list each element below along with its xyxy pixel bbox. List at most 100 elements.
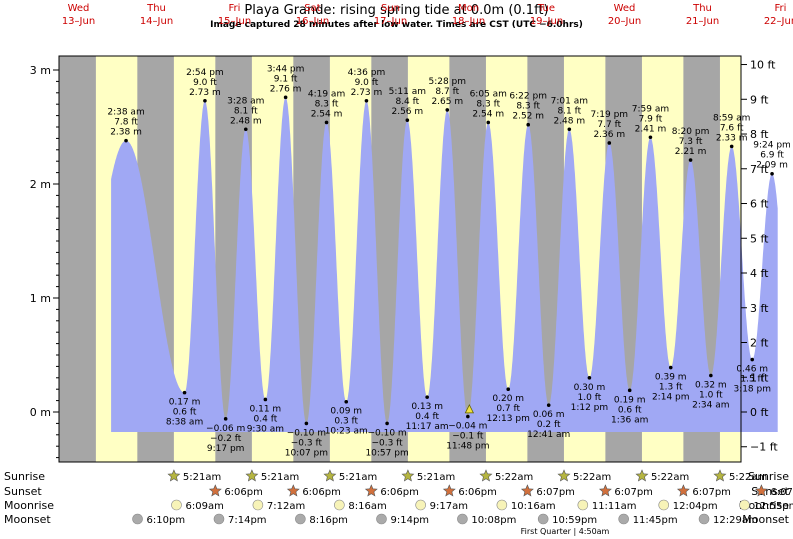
high-tide-feet: 8.3 ft [315,99,339,109]
low-tide-metres: 0.13 m [411,402,443,412]
low-tide-marker [668,365,673,370]
high-tide-time: 9:24 pm [753,141,791,151]
day-label: Thu [692,3,712,14]
date-label: 15–Jun [218,16,251,27]
event-time-label: 7:12am [267,501,305,512]
moonset-circle-icon [618,513,629,525]
event-time-label: 9:14pm [390,515,429,526]
low-tide-feet: 1.3 ft [659,383,683,393]
high-tide-time: 2:54 pm [186,68,224,78]
tide-curve [111,97,778,433]
low-tide-time: 10:57 pm [365,448,408,458]
low-tide-metres: 0.46 m [736,365,768,375]
event-time-label: 6:07pm [770,487,793,498]
high-tide-marker [364,98,369,103]
sunset-star-icon [286,484,300,497]
event-time-label: 6:06pm [224,487,263,498]
moonrise-circle-icon [739,499,750,511]
high-tide-metres: 2.41 m [635,124,667,134]
y-right-tick-label: 2 ft [750,337,769,350]
y-right-tick-label: 0 ft [750,406,769,419]
high-tide-time: 4:36 pm [348,68,386,78]
event-time-label: 5:21am [417,472,455,483]
high-tide-metres: 2.38 m [110,128,142,138]
moonset-circle-icon [698,513,710,525]
day-label: Wed [68,3,90,14]
low-tide-metres: 0.19 m [614,395,646,405]
event-time-label: 5:22am [495,472,533,483]
y-right-tick-label: −1 ft [750,441,778,454]
event-time-label: 6:07pm [692,487,731,498]
high-tide-time: 8:20 pm [672,127,710,137]
low-tide-feet: 1.0 ft [578,393,602,403]
current-tide-marker [464,403,475,414]
low-tide-time: 9:17 pm [207,444,245,454]
high-tide-marker [283,95,288,100]
row-label-right: Moonrise [739,499,789,512]
low-tide-marker [182,390,187,395]
day-label: Wed [614,3,636,14]
low-tide-metres: −0.10 m [287,428,326,438]
sunset-star-icon [676,484,690,497]
low-tide-marker [466,414,470,419]
high-tide-marker [243,127,248,132]
y-left-tick-label: 0 m [30,406,51,419]
night-band [59,56,96,462]
high-tide-metres: 2.65 m [431,97,463,107]
date-label: 18–Jun [452,16,485,27]
y-right-tick-label: 9 ft [750,93,769,106]
high-tide-metres: 2.48 m [230,116,262,126]
low-tide-feet: 0.4 ft [415,412,439,422]
row-label-right: Sunrise [748,470,789,483]
event-time-label: 10:08pm [471,515,516,526]
low-tide-time: 12:41 am [527,430,570,440]
date-label: 17–Jun [374,16,407,27]
moonrise-circle-icon [577,499,589,511]
high-tide-marker [770,171,774,176]
y-left-tick-label: 1 m [30,292,51,305]
event-time-label: 12:55pm [753,501,793,512]
high-tide-time: 6:22 pm [509,92,547,102]
low-tide-metres: 0.30 m [574,383,606,393]
y-right-tick-label: 10 ft [750,59,776,72]
event-time-label: 7:14pm [228,515,267,526]
high-tide-metres: 2.73 m [351,88,383,98]
low-tide-time: 8:38 am [166,418,203,428]
high-tide-feet: 6.9 ft [760,151,784,161]
moonrise-circle-icon [658,499,670,511]
event-time-label: 5:22am [573,472,611,483]
low-tide-time: 1:12 pm [571,403,609,413]
high-tide-marker [688,158,693,162]
event-time-label: 5:21am [183,472,221,483]
row-label-left: Moonset [4,513,51,526]
sunset-star-icon [598,484,612,497]
date-label: 19–Jun [530,16,563,27]
high-tide-feet: 8.4 ft [395,97,419,107]
day-label: Fri [775,3,787,14]
sunset-star-icon [208,484,222,497]
low-tide-feet: 1.5 ft [740,375,764,385]
row-label-left: Moonrise [4,499,54,512]
low-tide-marker [709,373,713,378]
y-right-tick-label: 3 ft [750,302,769,315]
low-tide-marker [627,388,632,393]
high-tide-marker [203,98,207,103]
date-label: 20–Jun [608,16,641,27]
high-tide-feet: 8.1 ft [557,106,581,116]
event-time-label: 6:06pm [302,487,341,498]
high-tide-marker [648,135,653,140]
date-label: 13–Jun [62,16,95,27]
high-tide-time: 3:28 am [227,96,264,106]
y-right-tick-label: 7 ft [750,163,769,176]
high-tide-feet: 7.6 ft [720,123,744,133]
low-tide-time: 10:23 am [325,427,368,437]
low-tide-feet: 0.2 ft [537,420,561,430]
high-tide-metres: 2.48 m [553,116,585,126]
day-label: Sat [304,3,320,14]
high-tide-time: 7:19 pm [591,110,629,120]
high-tide-marker [324,120,329,125]
high-tide-marker [445,108,450,112]
high-tide-time: 7:59 am [632,104,669,114]
moonrise-circle-icon [415,499,426,511]
